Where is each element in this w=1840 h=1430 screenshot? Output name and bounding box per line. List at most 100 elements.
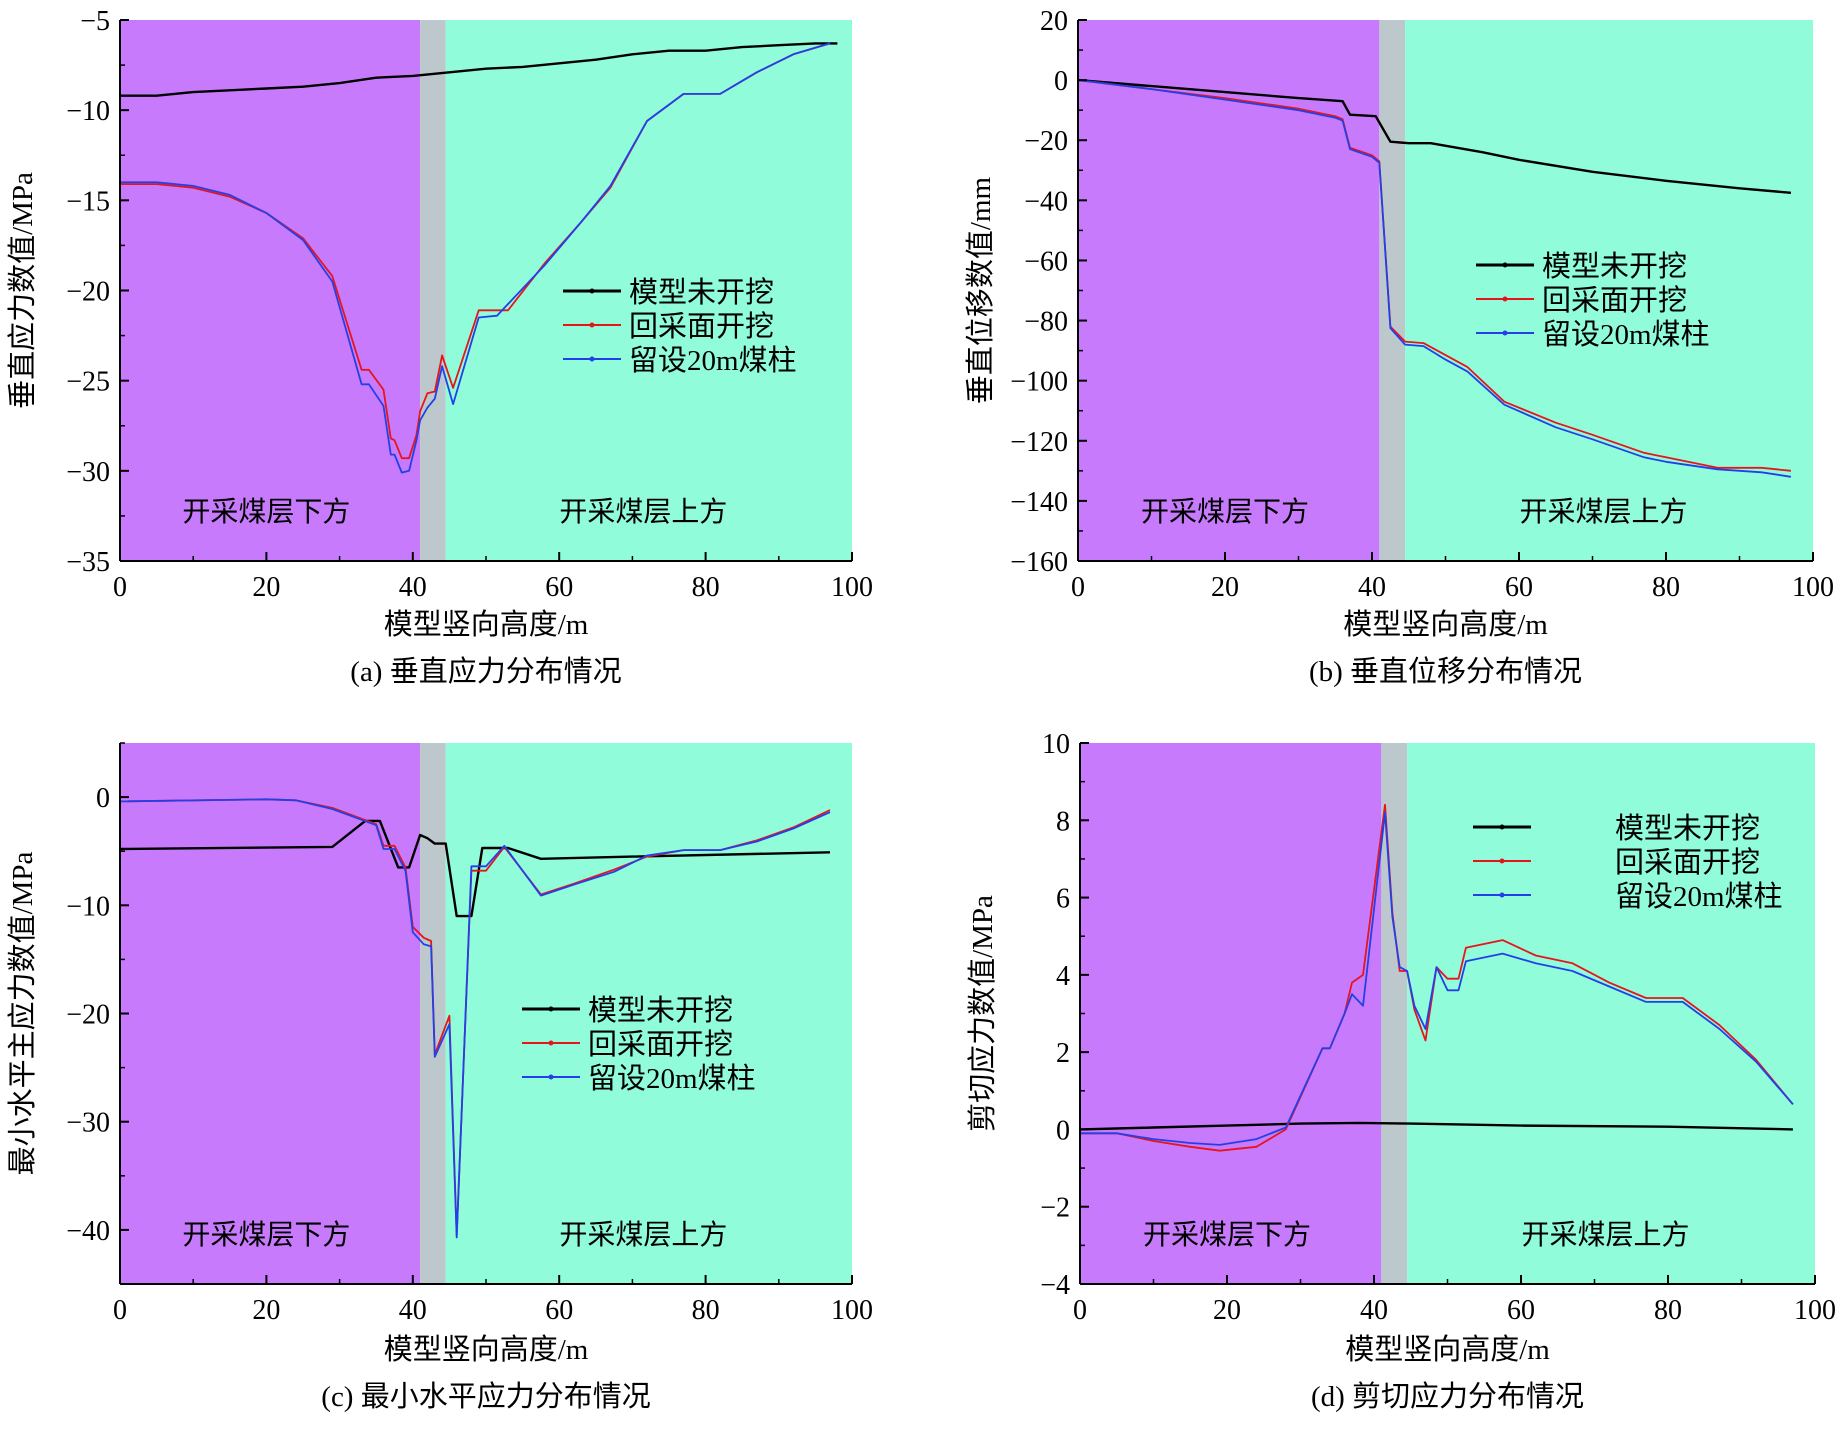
x-tick-label: 0: [1073, 1295, 1087, 1326]
x-tick-label: 40: [399, 1295, 427, 1326]
legend-marker-red: [1502, 296, 1508, 302]
series-line-blue: [120, 42, 831, 474]
legend-label: 留设20m煤柱: [1542, 318, 1710, 351]
y-tick-label: −160: [1010, 547, 1068, 578]
legend-label: 留设20m煤柱: [1615, 880, 1783, 913]
x-tick-label: 80: [1654, 1295, 1682, 1326]
y-tick-label: −80: [1024, 307, 1068, 338]
legend-marker-black: [548, 1006, 554, 1012]
legend-marker-black: [1502, 262, 1508, 268]
region-label-above: 开采煤层上方: [559, 1219, 727, 1251]
chart-d: 开采煤层下方 开采煤层上方 0 20 40 60 80 100 −4 −2 0 2 4 6 8 10 模型竖向高…: [966, 729, 1836, 1413]
legend-marker-red: [548, 1040, 554, 1046]
series-line-black: [119, 819, 831, 918]
y-tick-label: −30: [66, 1108, 110, 1139]
chart-caption: (b) 垂直位移分布情况: [1309, 655, 1582, 688]
y-tick-label: −20: [66, 1000, 110, 1031]
legend-label: 模型未开挖: [1615, 812, 1760, 845]
y-tick-label: −120: [1010, 427, 1068, 458]
x-tick-label: 60: [1505, 572, 1533, 603]
y-tick-label: 8: [1056, 806, 1070, 837]
region-label-below: 开采煤层下方: [1143, 1219, 1311, 1251]
y-tick-label: −4: [1040, 1270, 1070, 1301]
x-tick-label: 80: [692, 1295, 720, 1326]
y-axis-title: 最小水平主应力数值/MPa: [6, 851, 39, 1175]
legend-marker-blue: [1499, 892, 1505, 898]
legend-label: 回采面开挖: [629, 310, 774, 343]
y-tick-label: −10: [66, 96, 110, 127]
series-line-red: [1077, 79, 1791, 472]
x-tick-label: 20: [252, 1295, 280, 1326]
legend-marker-black: [1499, 824, 1505, 830]
x-tick-label: 60: [545, 1295, 573, 1326]
y-tick-label: 20: [1040, 6, 1068, 37]
x-tick-label: 20: [1213, 1295, 1241, 1326]
region-label-above: 开采煤层上方: [1520, 496, 1688, 528]
y-tick-label: −100: [1010, 367, 1068, 398]
legend-label: 回采面开挖: [588, 1028, 733, 1061]
x-tick-label: 20: [252, 572, 280, 603]
x-tick-label: 100: [831, 572, 873, 603]
x-axis-title: 模型竖向高度/m: [384, 1333, 589, 1366]
y-axis-title: 剪切应力数值/MPa: [966, 895, 999, 1132]
region-coal-seam: [1379, 20, 1406, 561]
y-tick-label: 10: [1042, 729, 1070, 760]
region-label-below: 开采煤层下方: [182, 1219, 350, 1251]
y-tick-label: −2: [1040, 1193, 1070, 1224]
legend-label: 留设20m煤柱: [629, 344, 797, 377]
y-tick-label: 4: [1056, 961, 1070, 992]
x-axis-title: 模型竖向高度/m: [384, 608, 589, 641]
region-above-seam: [445, 743, 852, 1284]
x-tick-label: 80: [692, 572, 720, 603]
x-tick-label: 100: [831, 1295, 873, 1326]
y-tick-label: 0: [1054, 66, 1068, 97]
chart-c: 开采煤层下方 开采煤层上方 0 20 40 60 80 100 −40 −30 −20 −10 0 模型竖…: [6, 742, 873, 1413]
legend-label: 回采面开挖: [1542, 284, 1687, 317]
series-line-blue: [1077, 79, 1792, 478]
legend-marker-black: [589, 288, 595, 294]
x-tick-label: 60: [1507, 1295, 1535, 1326]
region-above-seam: [445, 20, 852, 561]
x-tick-label: 40: [399, 572, 427, 603]
legend-marker-red: [589, 322, 595, 328]
legend-label: 回采面开挖: [1615, 846, 1760, 879]
x-axis-title: 模型竖向高度/m: [1343, 608, 1548, 641]
series-line-black: [1079, 1121, 1793, 1131]
region-below-seam: [1078, 20, 1380, 561]
region-label-below: 开采煤层下方: [182, 496, 350, 528]
series-line-black: [1077, 78, 1792, 194]
legend-label: 留设20m煤柱: [588, 1062, 756, 1095]
y-tick-label: −5: [80, 6, 110, 37]
y-tick-label: 6: [1056, 884, 1070, 915]
x-axis-title: 模型竖向高度/m: [1345, 1333, 1550, 1366]
y-axis-title: 垂直位移数值/mm: [964, 176, 997, 404]
region-coal-seam: [420, 20, 446, 561]
x-tick-label: 0: [1071, 572, 1085, 603]
y-tick-label: 0: [1056, 1115, 1070, 1146]
region-below-seam: [120, 743, 421, 1284]
series-line-blue: [1080, 811, 1794, 1146]
legend-marker-blue: [548, 1074, 554, 1080]
y-axis-title: 垂直应力数值/MPa: [6, 172, 39, 409]
y-tick-label: −20: [66, 277, 110, 308]
x-tick-label: 60: [545, 572, 573, 603]
legend-label: 模型未开挖: [588, 994, 733, 1027]
x-tick-label: 100: [1792, 572, 1834, 603]
y-tick-label: −40: [66, 1216, 110, 1247]
x-tick-label: 100: [1794, 1295, 1836, 1326]
legend-label: 模型未开挖: [629, 276, 774, 309]
legend-marker-blue: [589, 356, 595, 362]
legend-marker-red: [1499, 858, 1505, 864]
series-line-black: [120, 42, 838, 97]
chart-a: 开采煤层下方 开采煤层上方 0 20 40 60 80 100 −35 −30 −25 −20 −15 −…: [6, 6, 873, 688]
chart-caption: (c) 最小水平应力分布情况: [321, 1380, 650, 1413]
y-tick-label: 2: [1056, 1038, 1070, 1069]
y-tick-label: 0: [96, 783, 110, 814]
x-tick-label: 40: [1358, 572, 1386, 603]
region-label-above: 开采煤层上方: [559, 496, 727, 528]
y-tick-label: −30: [66, 457, 110, 488]
